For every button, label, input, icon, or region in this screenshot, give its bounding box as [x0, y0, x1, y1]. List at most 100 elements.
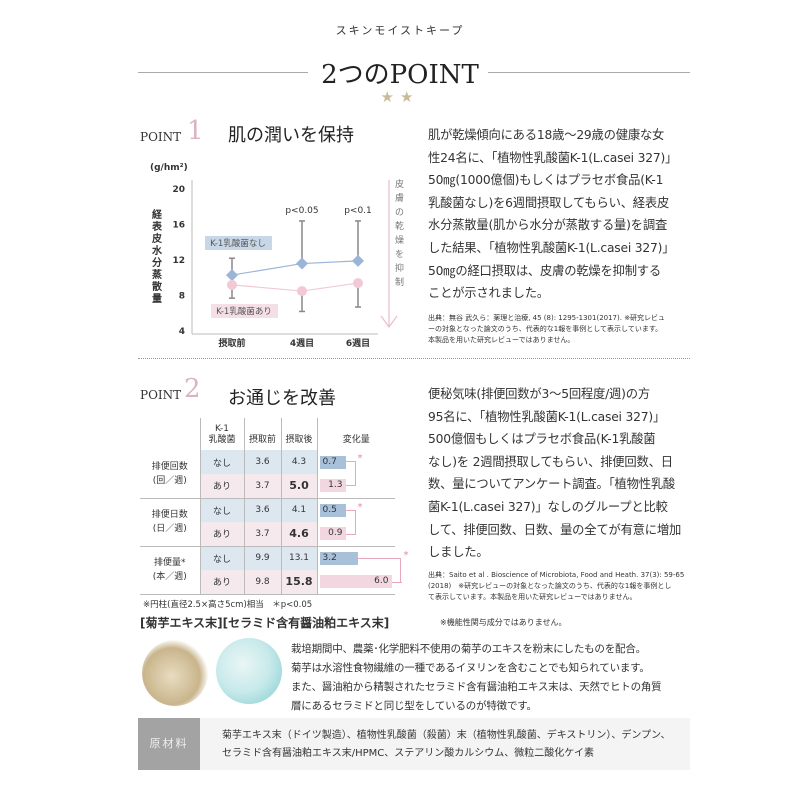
table-cell: 4.3 — [281, 450, 318, 474]
point2-description: 便秘気味(排便回数が3〜5回程度/週)の方 95名に、「植物性乳酸菌K-1(L.c… — [428, 383, 698, 564]
line-chart: 20 16 12 8 4 摂取前 4週目 6週目 p<0.05 p<0.1 K-1乳酸菌なし K-1乳… — [172, 180, 398, 349]
table-header: 摂取前 — [244, 418, 282, 450]
brand-name: スキンモイストキープ — [335, 24, 465, 37]
chart-arrow-label: 皮膚の乾燥を抑制 — [395, 180, 405, 288]
y-tick-label: 8 — [179, 292, 185, 302]
ingredients-note: ※機能性関与成分ではありません。 — [440, 618, 567, 627]
table-cell: 15.8 — [281, 570, 318, 595]
page-title: 2つのPOINT — [321, 60, 479, 90]
group-label-line: 排便量* — [153, 558, 186, 568]
section-divider — [138, 358, 690, 359]
data-point-1 — [353, 278, 363, 289]
point1-text-line: 性24名に、「植物性乳酸菌K-1(L.casei 327)」 — [428, 150, 678, 165]
point2-text-line: しました。 — [428, 545, 489, 560]
group-label-line: (日／週) — [152, 524, 187, 534]
significance-mark: * — [357, 501, 363, 513]
table-cell: 3.7 — [244, 474, 282, 499]
jerusalem-artichoke-image — [142, 640, 208, 706]
x-tick-label: 4週目 — [290, 338, 314, 349]
chart-unit: (g/hm²) — [150, 163, 188, 173]
significance-mark: * — [403, 549, 409, 561]
change-cell: 6.0 — [317, 570, 395, 595]
table-cell: 4.1 — [281, 498, 318, 522]
point2-title: お通じを改善 — [228, 388, 336, 409]
y-tick-label: 16 — [172, 221, 185, 231]
point1-text-line: ことが示されました。 — [428, 286, 549, 301]
significance-mark: * — [357, 453, 363, 464]
series-line-1 — [231, 282, 359, 292]
group-label-line: (回／週) — [152, 475, 187, 486]
point1-text-line: した結果、「植物性乳酸菌K-1(L.casei 327)」 — [428, 240, 675, 255]
table-cell: 9.8 — [244, 570, 282, 595]
point1-text-line: 肌が乾燥傾向にある18歳〜29歳の健康な女 — [428, 128, 665, 142]
point1-text-line: 乳酸菌なし)を6週間摂取してもらい、経表皮 — [428, 195, 670, 210]
point2-text-line: なし)を 2週間摂取してもらい、排便回数、日 — [428, 454, 673, 469]
ingredients-line: 栽培期間中、農薬･化学肥料不使用の菊芋のエキスを粉末にしたものを配合。 — [291, 643, 646, 655]
point1-text-line: 50㎎の経口摂取は、皮膚の乾燥を抑制する — [428, 263, 661, 278]
bowel-table: K-1 乳酸菌 摂取前 摂取後 変化量 排便回数 (回／週) なし 3.6 4.3 0.7 * あり… — [140, 418, 409, 595]
ingredients-description: 栽培期間中、農薬･化学肥料不使用の菊芋のエキスを粉末にしたものを配合。 菊芋は水溶… — [291, 640, 696, 716]
table-cell: なし — [200, 450, 245, 474]
legend-box — [211, 304, 278, 318]
significance-bracket — [357, 557, 402, 583]
change-cell: 1.3 — [317, 474, 395, 499]
table-cell: 5.0 — [281, 474, 318, 499]
p-value-label: p<0.05 — [285, 206, 318, 216]
change-cell: 0.9 — [317, 522, 395, 547]
legend-label: K-1乳酸菌あり — [216, 306, 272, 317]
table-cell: 4.6 — [281, 522, 318, 547]
point2-source-line: て表示しています。本製品を用いた研究レビューではありません。 — [428, 593, 637, 601]
point2-text-line: 数、量についてアンケート調査。「植物性乳酸 — [428, 477, 676, 492]
ingredients-heading: [菊芋エキス末][セラミド含有醤油粕エキス末] — [140, 616, 390, 630]
star-icons: ★★ — [380, 88, 420, 106]
table-cell: 3.7 — [244, 522, 282, 547]
chart-ylabel: 経表皮水分蒸散量 — [152, 210, 162, 305]
legend-box — [205, 236, 272, 250]
x-tick-label: 6週目 — [346, 338, 370, 349]
point1-text-line: 50㎎(1000億個)もしくはプラセボ食品(K-1 — [428, 173, 664, 188]
point2-label: POINT — [140, 388, 182, 402]
ingredients-line: また、醤油粕から精製されたセラミド含有醤油粕エキス末は、天然でヒトの角質 — [291, 681, 662, 693]
point2-source-line: (2018) ※研究レビューの対象となった論文のうち、代表的な1報を事例とし — [428, 582, 672, 590]
table-row: あり 3.7 4.6 0.9 — [140, 522, 395, 547]
point1-source-line: 本製品を用いた研究レビューではありません。 — [428, 336, 575, 344]
point2-source: 出典：Saito et al . Bioscience of Microbiot… — [428, 570, 698, 603]
materials-line: 菊芋エキス末（ドイツ製造）、植物性乳酸菌（殺菌）末（植物性乳酸菌、デキストリン）… — [222, 730, 671, 741]
point1-label: POINT — [140, 130, 182, 144]
table-row: 排便回数 (回／週) なし 3.6 4.3 0.7 * — [140, 450, 395, 499]
arrow-head-icon — [380, 315, 398, 329]
table-row: あり 9.8 15.8 6.0 — [140, 570, 395, 595]
materials-label: 原材料 — [138, 718, 200, 770]
change-bar: 0.9 — [319, 527, 346, 541]
table-footnote: ※円柱(直径2.5×高さ5cm)相当 ＊p<0.05 — [143, 600, 313, 610]
group-label-line: 排便回数 — [151, 461, 188, 472]
table-cell: 9.9 — [244, 546, 282, 570]
ceramide-image — [216, 638, 282, 704]
p-value-label: p<0.1 — [344, 206, 372, 216]
table-row: 排便日数 (日／週) なし 3.6 4.1 0.5 * — [140, 498, 395, 547]
legend-label: K-1乳酸菌なし — [210, 238, 266, 249]
point2-source-line: 出典：Saito et al . Bioscience of Microbiot… — [428, 571, 685, 579]
change-bar: 6.0 — [319, 575, 392, 589]
ingredients-line: 層にあるセラミドと同じ型をしているのが特徴です。 — [291, 700, 537, 712]
table-cell: あり — [200, 570, 245, 595]
y-tick-label: 12 — [172, 256, 185, 266]
data-point-0 — [352, 254, 364, 267]
table-cell: 13.1 — [281, 546, 318, 570]
point2-text-line: 500億個もしくはプラセボ食品(K-1乳酸菌 — [428, 432, 656, 447]
row-group-label: 排便回数 (回／週) — [140, 450, 201, 499]
table-header: 摂取後 — [281, 418, 318, 450]
point1-number: 1 — [187, 116, 204, 146]
header-blank — [140, 418, 201, 450]
materials-text: 菊芋エキス末（ドイツ製造）、植物性乳酸菌（殺菌）末（植物性乳酸菌、デキストリン）… — [222, 727, 671, 763]
point1-text-line: 水分蒸散量(肌から水分が蒸散する量)を調査 — [428, 218, 668, 233]
point2-number: 2 — [184, 374, 201, 404]
point1-title: 肌の潤いを保持 — [228, 125, 354, 146]
y-tick-label: 4 — [179, 327, 185, 337]
change-bar: 0.5 — [319, 503, 346, 517]
table-cell: 3.6 — [244, 450, 282, 474]
point2-text-line: して、排便回数、日数、量の全てが有意に増加 — [428, 522, 682, 537]
table-cell: あり — [200, 522, 245, 547]
y-tick-label: 20 — [172, 185, 185, 195]
materials-box: 原材料 菊芋エキス末（ドイツ製造）、植物性乳酸菌（殺菌）末（植物性乳酸菌、デキス… — [138, 718, 690, 770]
